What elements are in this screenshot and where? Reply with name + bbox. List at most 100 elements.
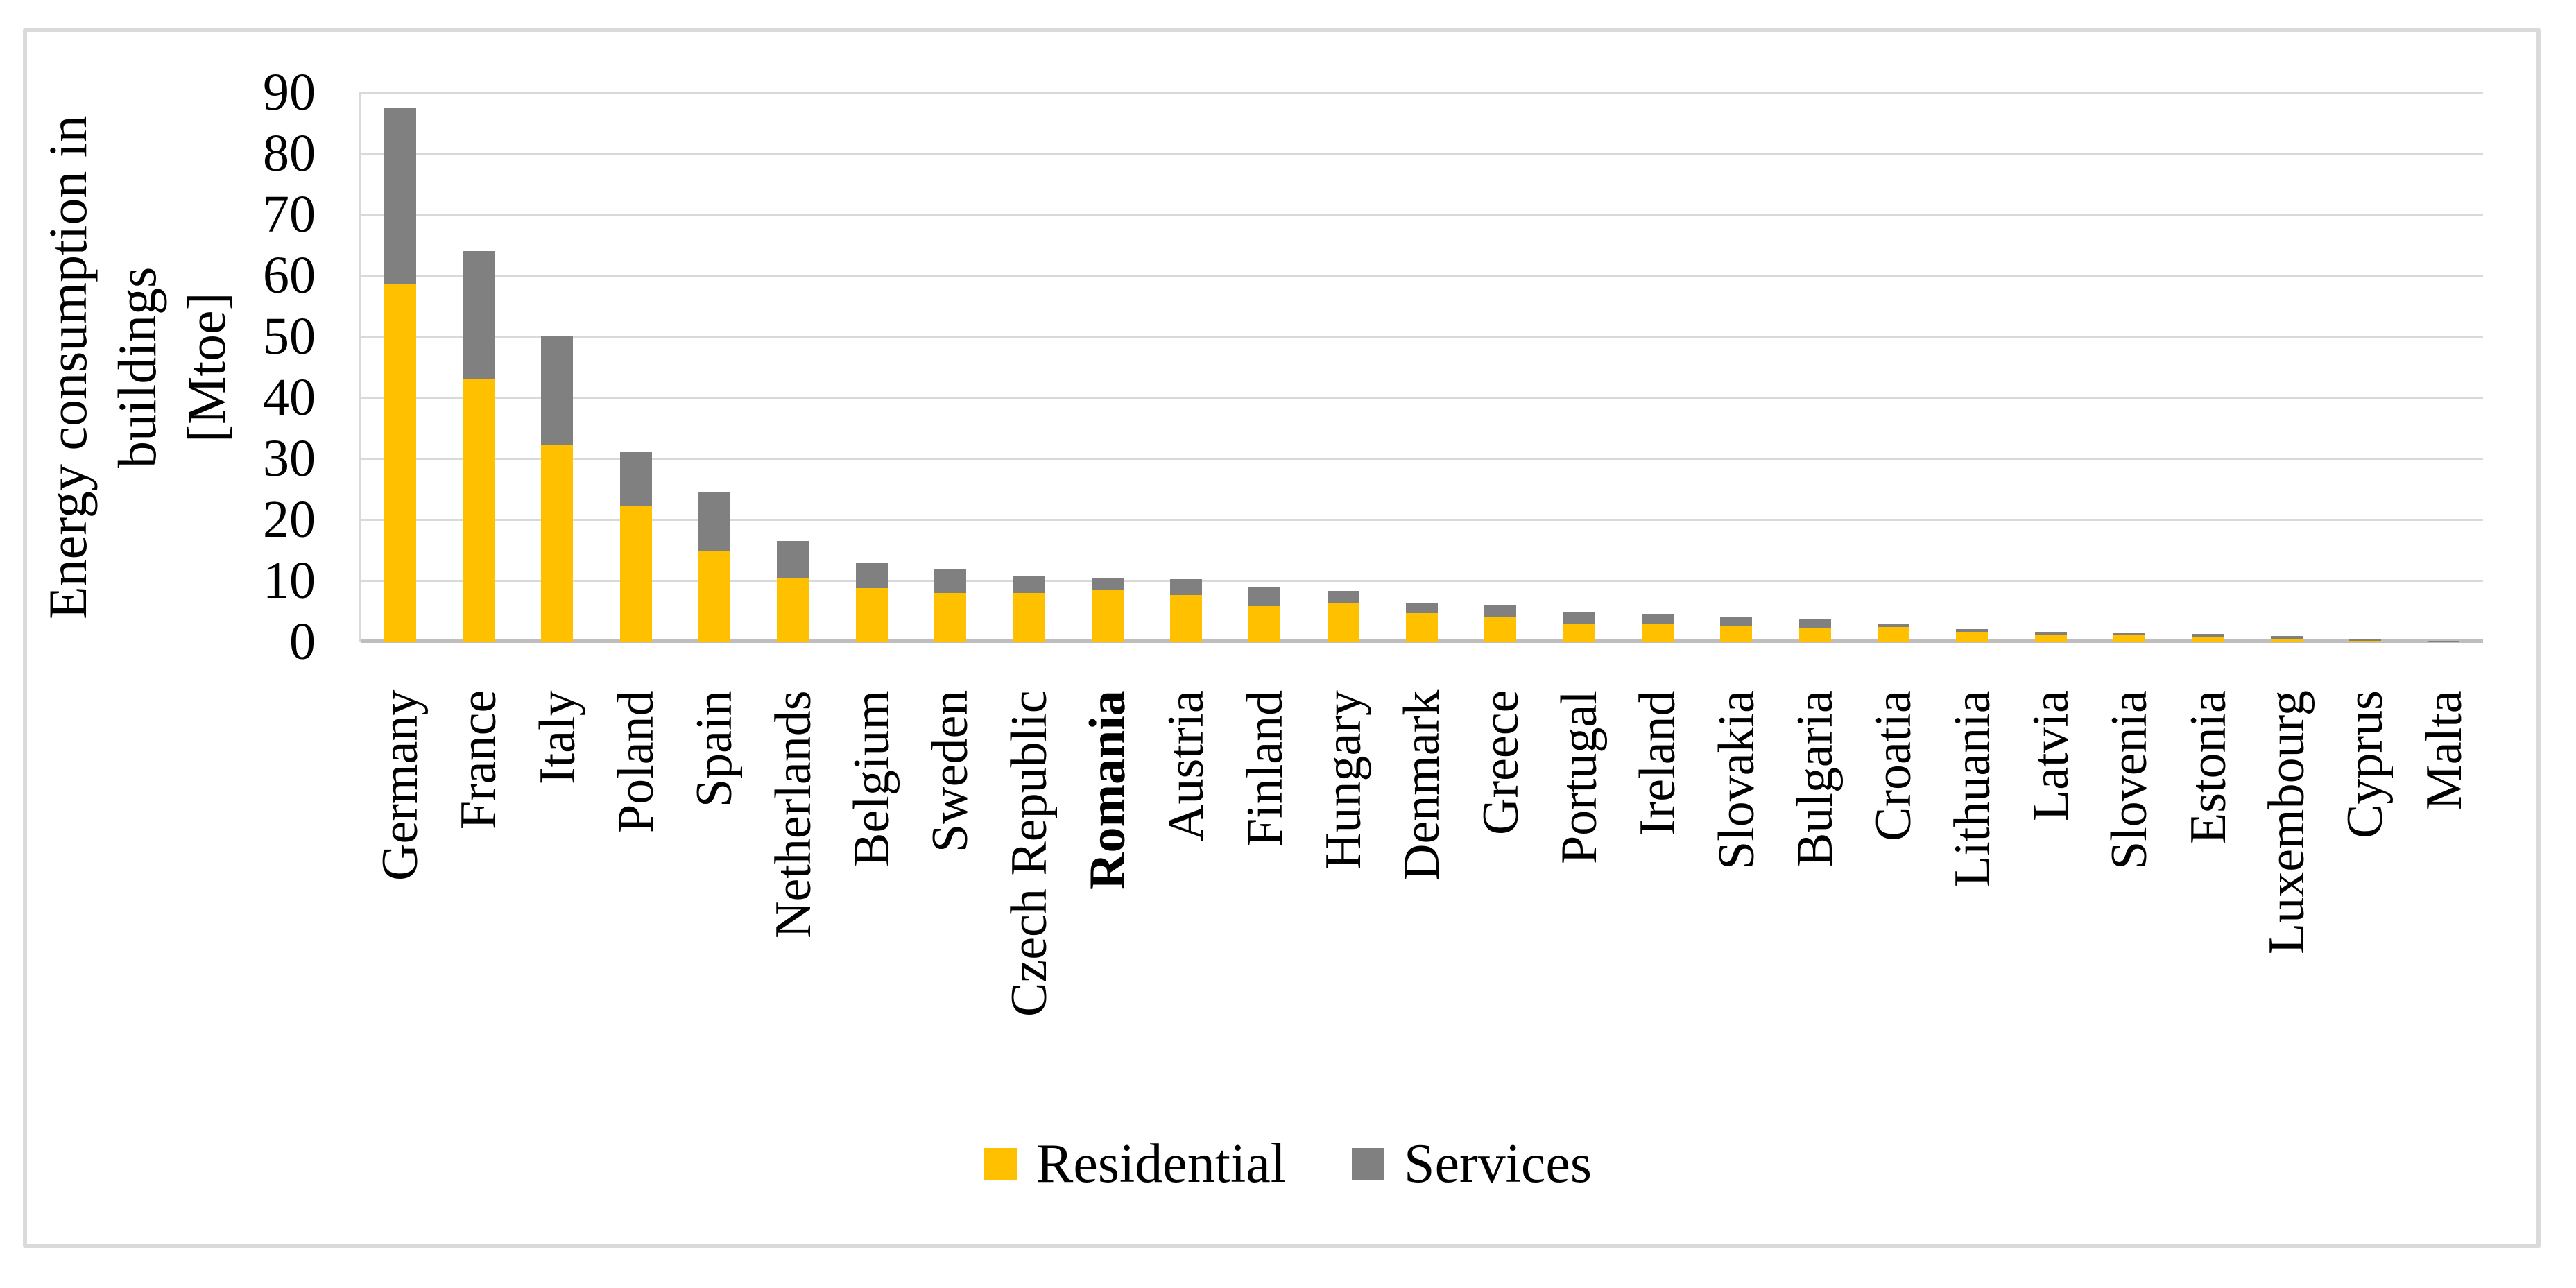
y-tick-label-40: 40 xyxy=(263,368,316,427)
x-label-luxembourg: Luxembourg xyxy=(2258,690,2315,954)
bar-denmark-services xyxy=(1406,603,1438,613)
bar-slovenia-residential xyxy=(2113,635,2145,642)
bar-portugal-residential xyxy=(1563,624,1595,642)
bar-poland-services xyxy=(619,452,652,506)
y-tick-label-90: 90 xyxy=(263,63,316,121)
x-label-estonia: Estonia xyxy=(2179,690,2237,844)
bar-luxembourg-residential xyxy=(2270,638,2303,642)
gridline-10 xyxy=(361,579,2483,582)
bar-italy-services xyxy=(541,336,574,445)
x-label-greece: Greece xyxy=(1472,690,1529,836)
bar-poland-residential xyxy=(619,505,652,642)
legend-label-services: Services xyxy=(1403,1133,1592,1194)
bar-france-residential xyxy=(463,379,495,642)
x-label-bulgaria: Bulgaria xyxy=(1787,690,1844,867)
bar-romania-residential xyxy=(1091,590,1124,642)
x-label-poland: Poland xyxy=(608,690,664,833)
gridline-40 xyxy=(361,396,2483,399)
bar-latvia-residential xyxy=(2034,635,2067,642)
bar-belgium-services xyxy=(855,562,888,589)
bar-latvia-services xyxy=(2034,631,2067,635)
bar-austria-services xyxy=(1170,579,1202,596)
bar-netherlands-services xyxy=(777,540,809,579)
bar-france-services xyxy=(463,250,495,379)
bar-lithuania-residential xyxy=(1956,631,1989,642)
x-label-austria: Austria xyxy=(1158,690,1215,841)
bar-slovakia-residential xyxy=(1720,626,1753,642)
bar-hungary-residential xyxy=(1327,603,1359,642)
services-swatch-icon xyxy=(1351,1147,1384,1180)
bar-germany-residential xyxy=(384,284,416,642)
legend-item-residential: Residential xyxy=(984,1131,1286,1197)
bar-romania-services xyxy=(1091,577,1124,590)
bar-cyprus-services xyxy=(2349,639,2381,642)
bar-austria-residential xyxy=(1170,595,1202,642)
x-label-czech-republic: Czech Republic xyxy=(1000,690,1058,1017)
bar-czech-republic-residential xyxy=(1013,592,1045,642)
bar-portugal-services xyxy=(1563,611,1595,624)
bar-belgium-residential xyxy=(855,588,888,642)
bar-croatia-services xyxy=(1878,624,1909,627)
bar-sweden-residential xyxy=(934,592,966,642)
x-label-italy: Italy xyxy=(529,690,586,784)
y-tick-label-20: 20 xyxy=(263,490,316,549)
bar-estonia-services xyxy=(2192,634,2224,637)
legend-label-residential: Residential xyxy=(1036,1133,1286,1194)
x-label-malta: Malta xyxy=(2415,690,2473,810)
y-tick-label-80: 80 xyxy=(263,124,316,182)
bar-slovenia-services xyxy=(2113,633,2145,635)
x-label-lithuania: Lithuania xyxy=(1943,690,2001,887)
y-tick-label-50: 50 xyxy=(263,307,316,366)
bar-cyprus-residential xyxy=(2349,641,2381,642)
gridline-90 xyxy=(361,91,2483,94)
x-label-hungary: Hungary xyxy=(1315,690,1372,870)
bar-estonia-residential xyxy=(2192,636,2224,642)
bar-denmark-residential xyxy=(1406,612,1438,642)
bar-ireland-services xyxy=(1642,613,1674,624)
x-label-spain: Spain xyxy=(686,690,744,807)
bar-greece-residential xyxy=(1484,616,1517,642)
bar-spain-residential xyxy=(698,550,730,642)
bar-finland-residential xyxy=(1248,606,1281,642)
gridline-20 xyxy=(361,518,2483,521)
x-label-belgium: Belgium xyxy=(843,690,900,867)
bar-croatia-residential xyxy=(1878,626,1909,642)
x-label-portugal: Portugal xyxy=(1551,690,1608,864)
x-label-latvia: Latvia xyxy=(2023,690,2079,822)
x-label-ireland: Ireland xyxy=(1629,690,1687,836)
y-tick-label-70: 70 xyxy=(263,185,316,243)
gridline-80 xyxy=(361,152,2483,155)
x-label-slovenia: Slovenia xyxy=(2101,690,2158,870)
x-label-sweden: Sweden xyxy=(922,690,979,853)
x-label-germany: Germany xyxy=(372,690,429,882)
x-label-denmark: Denmark xyxy=(1393,690,1451,882)
bar-greece-services xyxy=(1484,605,1517,617)
gridline-50 xyxy=(361,335,2483,338)
bar-ireland-residential xyxy=(1642,624,1674,642)
x-label-finland: Finland xyxy=(1236,690,1294,848)
bar-lithuania-services xyxy=(1956,628,1989,632)
y-tick-label-0: 0 xyxy=(289,612,316,671)
gridline-60 xyxy=(361,274,2483,277)
plot-area xyxy=(359,91,2483,643)
x-label-france: France xyxy=(450,690,508,830)
x-label-cyprus: Cyprus xyxy=(2337,690,2394,839)
x-label-croatia: Croatia xyxy=(1865,690,1923,841)
bar-spain-services xyxy=(698,492,730,551)
bar-luxembourg-services xyxy=(2270,635,2303,639)
y-tick-label-60: 60 xyxy=(263,246,316,304)
gridline-30 xyxy=(361,457,2483,460)
bar-finland-services xyxy=(1248,587,1281,606)
legend: Residential Services xyxy=(0,1131,2576,1197)
legend-item-services: Services xyxy=(1351,1131,1592,1197)
bar-hungary-services xyxy=(1327,590,1359,603)
x-label-slovakia: Slovakia xyxy=(1708,690,1765,870)
y-axis-line xyxy=(359,92,361,642)
bar-netherlands-residential xyxy=(777,578,809,642)
figure-border xyxy=(23,28,2541,1248)
bar-germany-services xyxy=(384,108,416,285)
x-label-romania: Romania xyxy=(1079,690,1136,890)
bar-italy-residential xyxy=(541,444,574,642)
y-tick-label-10: 10 xyxy=(263,551,316,610)
